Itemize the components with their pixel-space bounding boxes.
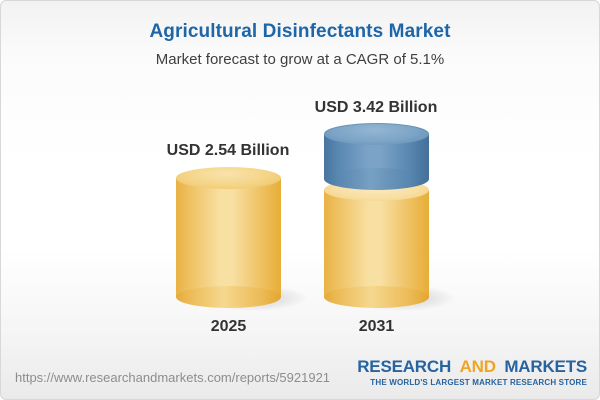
value-label-2031: USD 3.42 Billion <box>314 99 438 116</box>
chart-subtitle: Market forecast to grow at a CAGR of 5.1… <box>155 51 445 68</box>
bar-2025-top-cap <box>176 167 281 189</box>
bar-2031-growth-segment-bottom-cap <box>324 168 429 190</box>
bar-2031-base-segment <box>324 190 429 297</box>
bar-2031-growth-segment-top-cap <box>324 123 429 145</box>
bar-2025-bottom-cap <box>176 286 281 308</box>
page-title: Agricultural Disinfectants Market <box>149 21 451 42</box>
category-label-2031: 2031 <box>358 318 395 335</box>
category-label-2025: 2025 <box>210 318 247 335</box>
logo-word-markets: MARKETS <box>504 357 587 376</box>
researchandmarkets-logo: RESEARCH AND MARKETS THE WORLD'S LARGEST… <box>357 358 587 387</box>
report-url: https://www.researchandmarkets.com/repor… <box>15 370 331 385</box>
logo-wordmark: RESEARCH AND MARKETS <box>357 358 587 375</box>
bar-2031-bottom-cap <box>324 286 429 308</box>
logo-word-and: AND <box>459 357 496 376</box>
logo-tagline: THE WORLD'S LARGEST MARKET RESEARCH STOR… <box>370 378 587 387</box>
bar-2031-cylinder <box>324 123 429 308</box>
bar-2025-cylinder <box>176 167 281 308</box>
bar-2025-body <box>176 178 281 297</box>
value-label-2025: USD 2.54 Billion <box>166 142 290 159</box>
logo-word-research: RESEARCH <box>357 357 452 376</box>
